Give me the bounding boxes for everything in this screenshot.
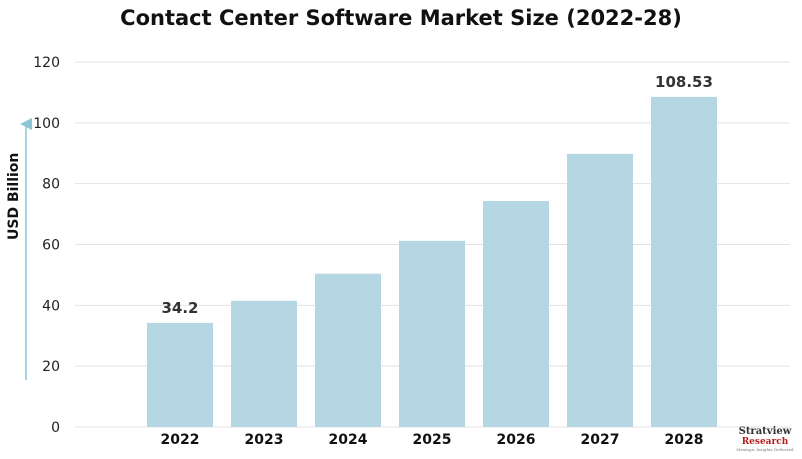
data-label-2022: 34.2 <box>161 299 198 317</box>
y-tick-label: 120 <box>33 55 60 71</box>
y-tick-label: 80 <box>42 177 60 193</box>
bar-2022 <box>147 322 213 427</box>
logo-text-primary: Stratview <box>738 426 792 437</box>
bar-2026 <box>483 201 549 427</box>
data-label-2028: 108.53 <box>655 73 713 91</box>
bar-2027 <box>567 153 633 427</box>
y-tick-label: 0 <box>51 420 60 436</box>
stratview-logo: Stratview Research Strategic Insights De… <box>734 426 796 458</box>
x-tick-label-2027: 2027 <box>581 432 620 448</box>
y-tick-label: 100 <box>33 116 60 132</box>
x-tick-label-2025: 2025 <box>413 432 452 448</box>
y-tick-label: 40 <box>42 298 60 314</box>
bar-2028 <box>651 96 717 428</box>
y-tick-label: 20 <box>42 359 60 375</box>
bar-2023 <box>231 300 297 427</box>
x-tick-label-2022: 2022 <box>161 432 200 448</box>
bar-2025 <box>399 240 465 427</box>
logo-text-secondary: Research <box>741 437 789 447</box>
x-tick-label-2023: 2023 <box>245 432 284 448</box>
chart-title: Contact Center Software Market Size (202… <box>120 6 682 30</box>
x-tick-label-2026: 2026 <box>497 432 536 448</box>
bar-2024 <box>315 273 381 427</box>
x-tick-label-2028: 2028 <box>665 432 704 448</box>
logo-tagline: Strategic Insights Delivered <box>736 447 794 452</box>
y-tick-label: 60 <box>42 238 60 254</box>
x-tick-label-2024: 2024 <box>329 432 368 448</box>
